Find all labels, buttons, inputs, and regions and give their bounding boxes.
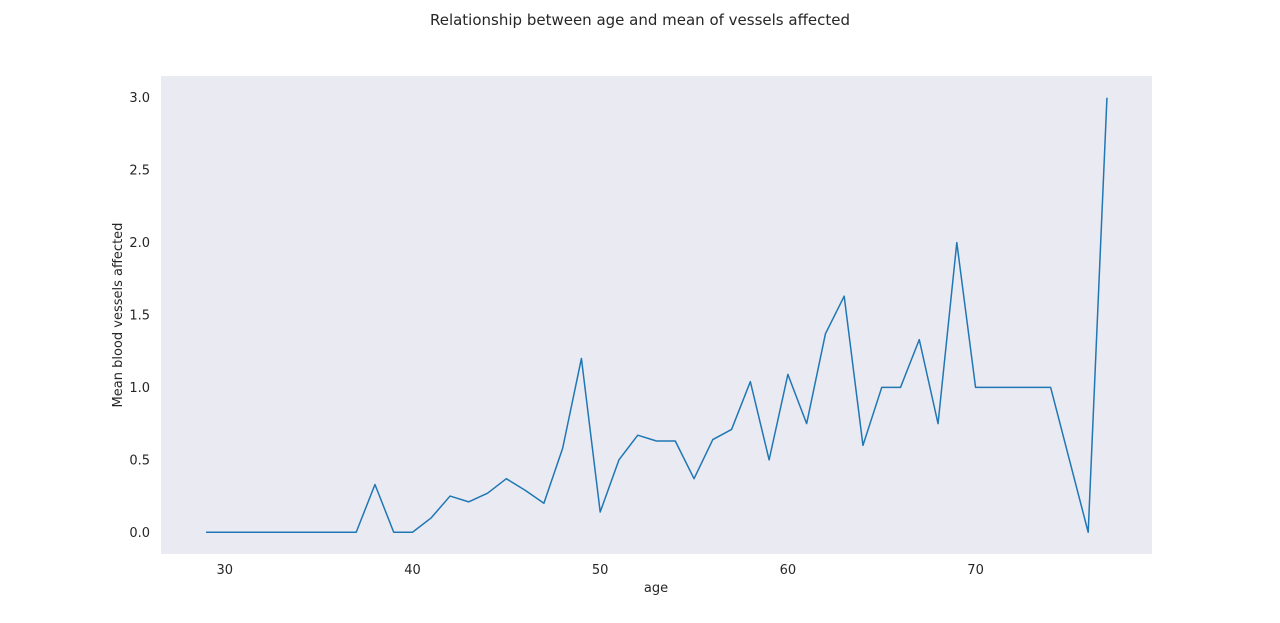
x-axis-ticks: 30 40 50 60 70 bbox=[217, 563, 984, 578]
x-axis-label: age bbox=[644, 581, 668, 596]
x-tick-label: 60 bbox=[780, 563, 797, 578]
x-tick-label: 50 bbox=[592, 563, 609, 578]
x-tick-label: 70 bbox=[967, 563, 984, 578]
x-tick-label: 30 bbox=[217, 563, 234, 578]
y-tick-label: 3.0 bbox=[129, 91, 150, 106]
y-tick-label: 1.0 bbox=[129, 381, 150, 396]
x-tick-label: 40 bbox=[404, 563, 421, 578]
y-axis-ticks: 0.0 0.5 1.0 1.5 2.0 2.5 3.0 bbox=[129, 91, 150, 541]
y-tick-label: 0.5 bbox=[129, 453, 150, 468]
series-points bbox=[206, 97, 1107, 533]
y-tick-label: 2.0 bbox=[129, 236, 150, 251]
y-tick-label: 2.5 bbox=[129, 164, 150, 179]
plot-area bbox=[161, 76, 1152, 554]
y-tick-label: 0.0 bbox=[129, 526, 150, 541]
y-tick-label: 1.5 bbox=[129, 309, 150, 324]
chart-title: Relationship between age and mean of ves… bbox=[430, 11, 850, 29]
y-axis-label: Mean blood vessels affected bbox=[111, 223, 126, 408]
